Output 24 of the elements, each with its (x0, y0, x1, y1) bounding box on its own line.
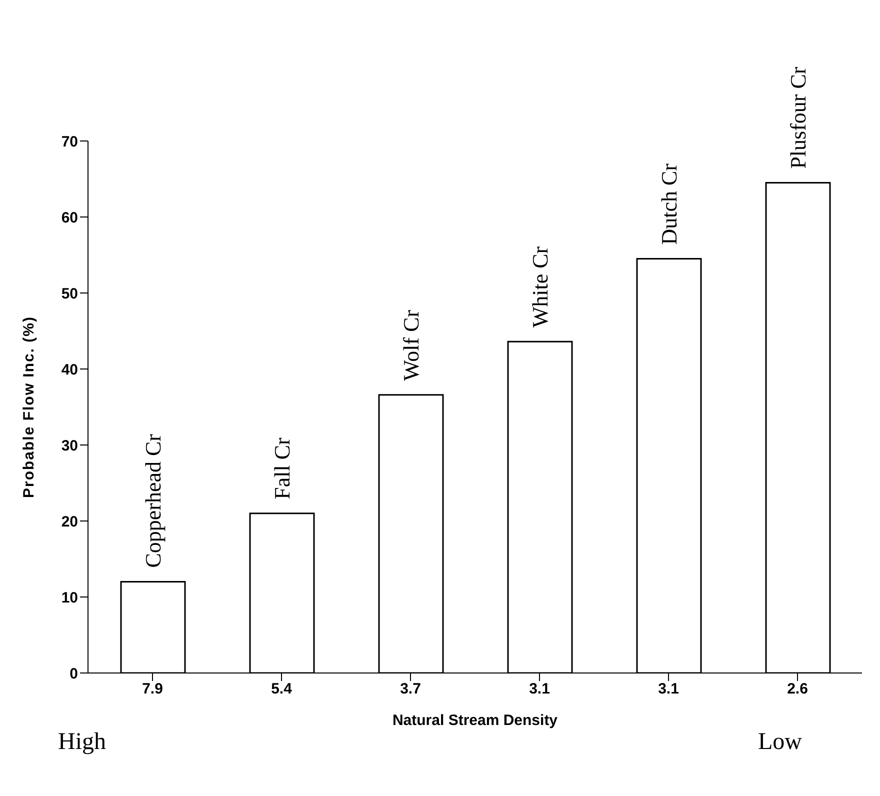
y-tick-label: 0 (70, 665, 78, 682)
y-axis-title: Probable Flow Inc. (%) (20, 316, 38, 498)
y-tick-label: 20 (61, 513, 78, 530)
y-tick-label: 50 (61, 285, 78, 302)
x-tick-label: 3.1 (658, 680, 679, 698)
x-tick-label: 3.7 (400, 680, 421, 698)
text: Low (758, 729, 802, 756)
x-tick-label: 2.6 (787, 680, 808, 698)
y-tick-label: 30 (61, 437, 78, 454)
annotation: Dutch Cr (656, 162, 682, 245)
y-tick-label: 10 (61, 589, 78, 606)
annotation: Fall Cr (270, 437, 294, 500)
y-tick-label: 60 (61, 209, 78, 226)
annotation: White Cr (528, 246, 552, 328)
x-tick-label: 3.1 (529, 680, 550, 698)
y-tick-label: 40 (61, 361, 78, 378)
text: High (58, 729, 106, 756)
annotation: Plusfour Cr (786, 66, 810, 169)
x-axis-title: Natural Stream Density (392, 712, 558, 729)
annotation: Copperhead Cr (140, 433, 166, 568)
y-tick-label: 70 (61, 133, 78, 150)
annotation: Wolf Cr (398, 309, 424, 381)
x-tick-label: 5.4 (271, 680, 293, 698)
x-tick-label: 7.9 (142, 680, 163, 698)
